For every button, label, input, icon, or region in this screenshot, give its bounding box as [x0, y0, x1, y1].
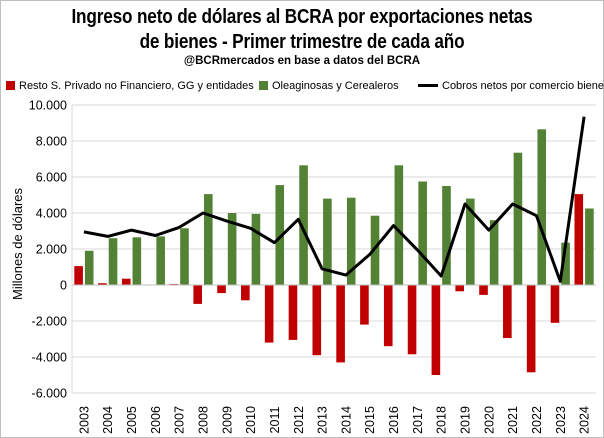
y-tick-label: -6.000 — [32, 387, 67, 401]
bar-resto-privado — [431, 285, 441, 375]
bar-oleaginosas — [156, 236, 165, 285]
bar-resto-privado — [312, 285, 322, 356]
bar-oleaginosas — [513, 152, 523, 285]
bar-resto-privado — [217, 285, 226, 294]
y-tick-label: -2.000 — [32, 315, 67, 329]
legend-swatch — [6, 81, 15, 90]
bar-resto-privado — [360, 285, 369, 325]
x-tick-label: 2023 — [554, 406, 568, 434]
bar-oleaginosas — [466, 198, 475, 285]
bar-resto-privado — [407, 285, 417, 355]
legend-label: Oleaginosas y Cerealeros — [272, 80, 399, 92]
x-tick-label: 2009 — [220, 406, 234, 434]
bar-resto-privado — [98, 283, 107, 285]
bar-resto-privado — [550, 285, 560, 323]
bar-oleaginosas — [585, 208, 594, 285]
bar-oleaginosas — [180, 228, 189, 285]
x-tick-label: 2019 — [459, 406, 473, 434]
x-tick-label: 2006 — [149, 406, 163, 434]
legend-label: Resto S. Privado no Financiero, GG y ent… — [19, 80, 254, 92]
x-tick-label: 2005 — [125, 406, 139, 434]
x-tick-label: 2014 — [339, 406, 353, 434]
y-tick-label: 0 — [60, 279, 67, 293]
chart-subtitle: @BCRmercados en base a datos del BCRA — [183, 55, 421, 67]
x-tick-label: 2015 — [363, 406, 377, 434]
y-tick-label: 8.000 — [36, 135, 67, 149]
x-tick-label: 2021 — [506, 406, 520, 434]
bar-resto-privado — [455, 285, 464, 292]
bar-resto-privado — [193, 285, 202, 304]
bar-resto-privado — [479, 285, 488, 295]
line-cobros-netos — [83, 116, 586, 283]
bar-oleaginosas — [442, 186, 451, 285]
bar-resto-privado — [288, 285, 298, 340]
bar-resto-privado — [336, 285, 345, 363]
bar-oleaginosas — [561, 242, 570, 285]
bar-resto-privado — [121, 278, 131, 285]
x-tick-label: 2004 — [101, 406, 115, 434]
bar-oleaginosas — [394, 165, 404, 285]
legend-swatch — [259, 81, 268, 90]
bar-resto-privado — [526, 285, 536, 373]
bar-oleaginosas — [275, 185, 285, 285]
y-axis-title: Millones de dólares — [10, 188, 25, 301]
x-tick-label: 2013 — [316, 406, 330, 434]
x-tick-label: 2017 — [411, 406, 425, 434]
bar-oleaginosas — [132, 237, 142, 285]
x-tick-label: 2008 — [197, 406, 211, 434]
y-tick-label: 4.000 — [36, 207, 67, 221]
bar-oleaginosas — [489, 220, 499, 285]
x-tick-label: 2020 — [482, 406, 496, 434]
bar-resto-privado — [383, 285, 393, 347]
y-tick-label: 10.000 — [29, 99, 67, 113]
bar-oleaginosas — [204, 194, 213, 285]
bar-oleaginosas — [84, 250, 94, 285]
bar-oleaginosas — [323, 198, 332, 285]
x-tick-label: 2018 — [435, 406, 449, 434]
x-tick-label: 2007 — [173, 406, 187, 434]
x-tick-label: 2012 — [292, 406, 306, 434]
bar-resto-privado — [264, 285, 274, 343]
bar-oleaginosas — [108, 238, 118, 285]
x-tick-label: 2010 — [244, 406, 258, 434]
chart-title-line2: de bienes - Primer trimestre de cada año — [139, 31, 465, 53]
y-tick-label: -4.000 — [32, 351, 67, 365]
x-tick-label: 2003 — [77, 406, 91, 434]
y-tick-label: 2.000 — [36, 243, 67, 257]
bar-resto-privado — [574, 194, 584, 285]
x-tick-label: 2022 — [530, 406, 544, 434]
bar-resto-privado — [74, 266, 83, 285]
chart-title-line1: Ingreso neto de dólares al BCRA por expo… — [71, 6, 533, 28]
x-tick-label: 2016 — [387, 406, 401, 434]
bar-oleaginosas — [299, 165, 308, 285]
x-tick-label: 2024 — [578, 406, 592, 434]
bar-resto-privado — [241, 285, 250, 301]
bar-resto-privado — [503, 285, 512, 339]
bar-oleaginosas — [251, 213, 261, 285]
bar-oleaginosas — [418, 181, 427, 285]
x-tick-label: 2011 — [268, 407, 282, 434]
y-tick-label: 6.000 — [36, 171, 67, 185]
bar-oleaginosas — [346, 197, 356, 285]
bar-oleaginosas — [227, 213, 237, 285]
legend-label: Cobros netos por comercio bienes — [442, 80, 604, 92]
bar-oleaginosas — [537, 129, 547, 285]
bar-oleaginosas — [370, 215, 380, 285]
